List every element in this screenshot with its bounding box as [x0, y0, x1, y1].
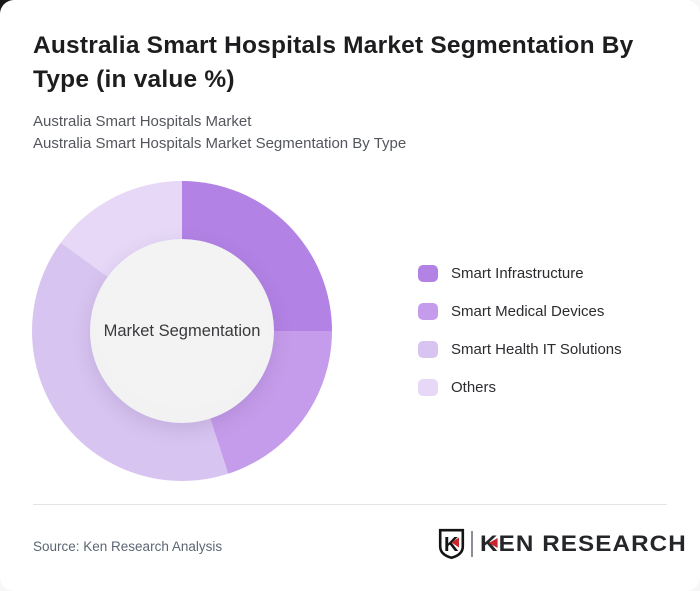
legend: Smart Infrastructure Smart Medical Device… [418, 265, 622, 417]
logo-separator [470, 531, 473, 557]
legend-item-label: Others [451, 379, 497, 396]
legend-swatch [418, 341, 438, 358]
footer-divider [33, 504, 667, 505]
ken-research-logo: K KEN RESEARCH [438, 527, 686, 561]
subtitle-line-2: Australia Smart Hospitals Market Segment… [33, 135, 407, 152]
legend-item: Smart Medical Devices [418, 303, 622, 320]
legend-swatch [418, 303, 438, 320]
legend-swatch [418, 265, 438, 282]
page-title: Australia Smart Hospitals Market Segment… [33, 32, 634, 93]
shield-k-letter: K [444, 534, 459, 556]
subtitle-line-1: Australia Smart Hospitals Market [33, 113, 252, 130]
legend-swatch [418, 379, 438, 396]
subtitle-block: Australia Smart Hospitals Market Austral… [33, 111, 406, 155]
logo-wordmark-text: KEN RESEARCH [479, 531, 687, 556]
source-text: Source: Ken Research Analysis [33, 539, 223, 554]
shield-outline-icon [438, 528, 465, 560]
donut-chart: Market Segmentation [32, 181, 332, 481]
shield-red-triangle-icon [451, 537, 459, 548]
legend-item: Others [418, 379, 622, 396]
logo-shield: K [438, 528, 465, 560]
donut-hole: Market Segmentation [90, 239, 274, 423]
legend-item-label: Smart Medical Devices [451, 303, 605, 320]
legend-item-label: Smart Health IT Solutions [451, 341, 622, 358]
wordmark-red-triangle-icon [488, 538, 498, 548]
donut-center-label: Market Segmentation [103, 321, 261, 340]
legend-item: Smart Infrastructure [418, 265, 622, 282]
legend-item: Smart Health IT Solutions [418, 341, 622, 358]
logo-wordmark: KEN RESEARCH [480, 531, 687, 557]
legend-item-label: Smart Infrastructure [451, 265, 584, 282]
